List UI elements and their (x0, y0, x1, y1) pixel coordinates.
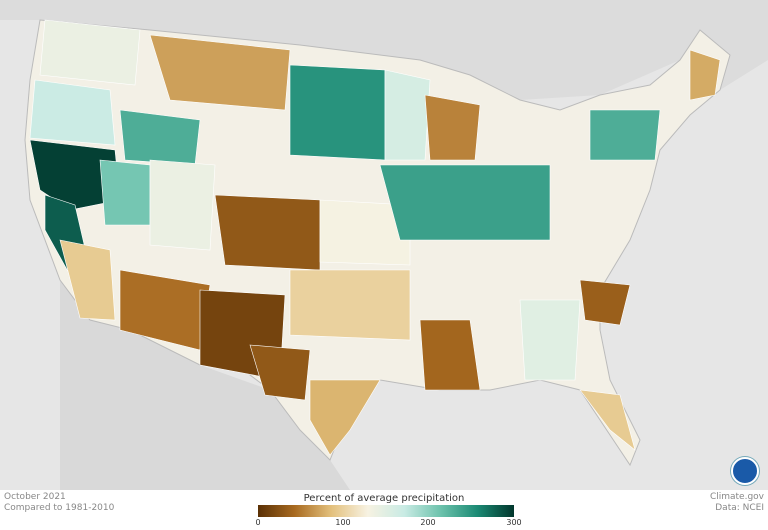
baseline-text: Compared to 1981-2010 (4, 503, 115, 513)
date-label: October 2021 Compared to 1981-2010 (4, 492, 114, 514)
region-montana (149, 34, 291, 111)
source-text: Climate.gov (709, 492, 764, 502)
noaa-logo (731, 457, 759, 485)
region-missouri-indiana (379, 164, 551, 241)
region-kansas (319, 199, 411, 266)
canada-land (0, 0, 768, 100)
region-south-texas (309, 379, 381, 456)
region-wisconsin (424, 94, 481, 161)
region-idaho-east (119, 109, 201, 166)
credit: Climate.gov Data: NCEI (710, 492, 764, 514)
legend-tick: 0 (255, 518, 261, 527)
region-georgia-alabama (519, 299, 581, 381)
region-nevada-east (99, 159, 151, 226)
legend-tick: 300 (506, 518, 522, 527)
region-oklahoma (289, 269, 411, 341)
region-west-texas (249, 344, 311, 401)
legend-title: Percent of average precipitation (303, 493, 465, 504)
region-florida (579, 389, 636, 451)
legend-tick: 100 (335, 518, 351, 527)
region-maine (689, 49, 721, 101)
region-south-carolina (579, 279, 631, 326)
region-southern-california (59, 239, 116, 321)
precipitation-map (0, 0, 768, 490)
region-utah (149, 159, 216, 251)
region-new-york (589, 109, 661, 161)
region-oregon-west (29, 79, 116, 146)
data-source-text: Data: NCEI (715, 503, 764, 513)
region-arkansas-louisiana (419, 319, 481, 391)
date-text: October 2021 (4, 492, 66, 502)
region-washington (39, 19, 141, 86)
legend-tick: 200 (420, 518, 436, 527)
region-northern-california-nevada (29, 139, 121, 211)
region-north-dakota (289, 64, 386, 161)
legend-colorbar (258, 505, 514, 517)
region-minnesota (384, 69, 431, 161)
region-colorado-west (214, 194, 321, 271)
